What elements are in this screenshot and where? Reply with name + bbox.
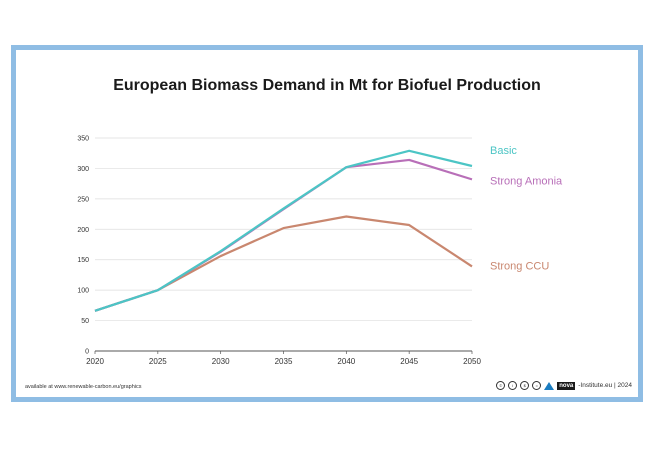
legend-label-strong-amonia: Strong Amonia xyxy=(490,175,563,187)
x-tick-label: 2050 xyxy=(463,357,481,366)
x-tick-label: 2020 xyxy=(86,357,104,366)
by-icon: i xyxy=(508,381,518,390)
y-axis-ticks: 0 50 100 150 200 250 300 350 xyxy=(77,136,89,356)
nova-logo-text: nova xyxy=(557,381,576,390)
x-tick-label: 2025 xyxy=(149,357,167,366)
x-tick-label: 2045 xyxy=(400,357,418,366)
y-tick-label: 300 xyxy=(77,166,89,173)
credit-text: -Institute.eu | 2024 xyxy=(578,382,632,389)
x-axis-ticks: 2020 2025 2030 2035 2040 2045 2050 xyxy=(86,351,481,366)
source-note: available at www.renewable-carbon.eu/gra… xyxy=(25,384,142,390)
y-tick-label: 250 xyxy=(77,196,89,203)
x-tick-label: 2040 xyxy=(337,357,355,366)
legend: Basic Strong Amonia Strong CCU xyxy=(490,145,563,272)
series-lines xyxy=(94,149,473,312)
cc-icon: © xyxy=(496,381,506,390)
gridlines xyxy=(95,137,472,352)
x-tick-label: 2030 xyxy=(212,357,230,366)
legend-label-basic: Basic xyxy=(490,145,517,157)
y-tick-label: 0 xyxy=(85,349,89,356)
series-line-strong-ccu xyxy=(94,215,473,312)
y-tick-label: 100 xyxy=(77,288,89,295)
chart-frame: European Biomass Demand in Mt for Biofue… xyxy=(11,45,643,402)
y-tick-label: 200 xyxy=(77,227,89,234)
y-tick-label: 50 xyxy=(81,318,89,325)
legend-label-strong-ccu: Strong CCU xyxy=(490,260,549,272)
y-tick-label: 150 xyxy=(77,257,89,264)
series-line-basic xyxy=(94,149,473,312)
nd-icon: = xyxy=(532,381,542,390)
y-tick-label: 350 xyxy=(77,136,89,143)
chart-title: European Biomass Demand in Mt for Biofue… xyxy=(113,77,541,94)
x-tick-label: 2035 xyxy=(275,357,293,366)
credit-block: © i $ = nova -Institute.eu | 2024 xyxy=(496,381,632,390)
nova-logo-icon xyxy=(544,381,555,390)
series-line-strong-amonia xyxy=(94,158,473,312)
nc-icon: $ xyxy=(520,381,530,390)
